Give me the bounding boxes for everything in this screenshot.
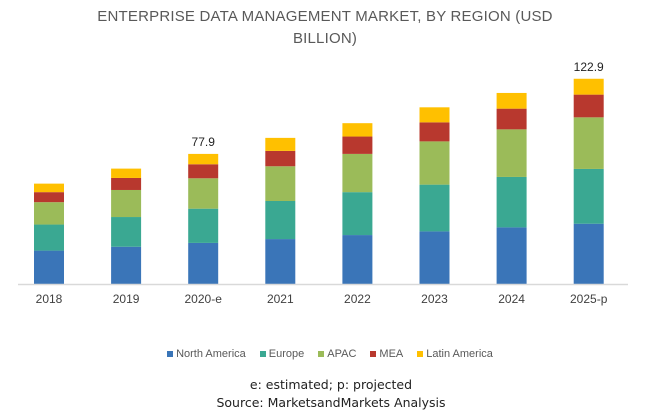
legend-swatch xyxy=(417,351,424,357)
bar-latin-america-2021 xyxy=(265,137,296,151)
bar-apac-2024 xyxy=(496,129,527,177)
bar-europe-2022 xyxy=(342,192,373,236)
x-tick-label: 2025-p xyxy=(570,292,608,306)
bar-europe-2018 xyxy=(34,224,64,251)
x-tick-label: 2019 xyxy=(113,292,140,306)
source-note: Source: MarketsandMarkets Analysis xyxy=(216,395,446,410)
bar-north-america-2021 xyxy=(265,239,296,284)
bar-apac-2019 xyxy=(111,189,142,218)
legend-swatch xyxy=(318,351,325,357)
legend-item-latin-america: Latin America xyxy=(417,348,493,360)
bar-europe-2023 xyxy=(419,184,450,232)
bar-mea-2025-p xyxy=(573,94,604,118)
bar-latin-america-2019 xyxy=(111,168,142,178)
footnote: e: estimated; p: projected xyxy=(249,377,413,392)
legend-item-apac: APAC xyxy=(318,348,356,360)
bar-mea-2021 xyxy=(265,150,296,167)
bar-latin-america-2022 xyxy=(342,123,373,137)
bar-apac-2018 xyxy=(34,202,64,225)
bar-apac-2022 xyxy=(342,153,373,193)
bar-mea-2018 xyxy=(34,192,64,203)
bar-north-america-2025-p xyxy=(573,223,604,284)
legend-item-europe: Europe xyxy=(259,348,305,360)
bar-europe-2019 xyxy=(111,217,142,247)
bar-latin-america-2023 xyxy=(419,107,450,123)
chart-title-line-1: ENTERPRISE DATA MANAGEMENT MARKET, BY RE… xyxy=(97,8,553,25)
bar-mea-2022 xyxy=(342,136,373,154)
bar-latin-america-2020-e xyxy=(188,153,219,165)
bar-north-america-2022 xyxy=(342,235,373,284)
chart-title: ENTERPRISE DATA MANAGEMENT MARKET, BY RE… xyxy=(60,6,590,50)
bar-apac-2025-p xyxy=(573,117,604,169)
bar-apac-2021 xyxy=(265,166,296,202)
x-tick-label: 2018 xyxy=(36,292,63,306)
legend-swatch xyxy=(370,351,377,357)
x-tick-label: 2021 xyxy=(267,292,294,306)
legend-label: MEA xyxy=(379,348,404,360)
bar-europe-2024 xyxy=(496,176,527,228)
bar-mea-2024 xyxy=(496,108,527,130)
legend-label: APAC xyxy=(327,348,357,360)
bar-europe-2025-p xyxy=(573,168,604,224)
bar-mea-2019 xyxy=(111,177,142,190)
bar-mea-2023 xyxy=(419,122,450,142)
legend-label: North America xyxy=(176,348,246,360)
x-tick-label: 2023 xyxy=(421,292,448,306)
bar-apac-2020-e xyxy=(188,178,219,209)
bar-north-america-2020-e xyxy=(188,242,219,284)
bar-europe-2020-e xyxy=(188,208,219,243)
bar-apac-2023 xyxy=(419,141,450,185)
data-label-2025-p: 122.9 xyxy=(574,60,604,74)
legend-item-mea: MEA xyxy=(370,348,403,360)
legend-label: Latin America xyxy=(426,348,493,360)
legend: North America Europe APAC MEA Latin America xyxy=(0,348,650,360)
bar-latin-america-2018 xyxy=(34,183,64,193)
legend-swatch xyxy=(259,351,266,357)
x-tick-label: 2022 xyxy=(344,292,371,306)
bar-north-america-2023 xyxy=(419,231,450,284)
bar-north-america-2019 xyxy=(111,246,142,284)
bar-europe-2021 xyxy=(265,201,296,240)
legend-item-north-america: North America xyxy=(167,348,246,360)
x-tick-label: 2024 xyxy=(498,292,525,306)
bar-north-america-2024 xyxy=(496,227,527,284)
chart-title-line-2: BILLION) xyxy=(292,30,358,47)
legend-label: Europe xyxy=(268,348,305,360)
x-tick-label: 2020-e xyxy=(185,292,223,306)
legend-swatch xyxy=(167,351,174,357)
stacked-bar-chart: 2018 2019 2020-e 77.9 2021 2022 2023 2024 2025-p… xyxy=(18,60,628,306)
bar-north-america-2018 xyxy=(34,250,64,284)
bar-latin-america-2025-p xyxy=(573,78,604,95)
bar-latin-america-2024 xyxy=(496,92,527,109)
bar-mea-2020-e xyxy=(188,164,219,179)
data-label-2020-e: 77.9 xyxy=(192,135,216,149)
